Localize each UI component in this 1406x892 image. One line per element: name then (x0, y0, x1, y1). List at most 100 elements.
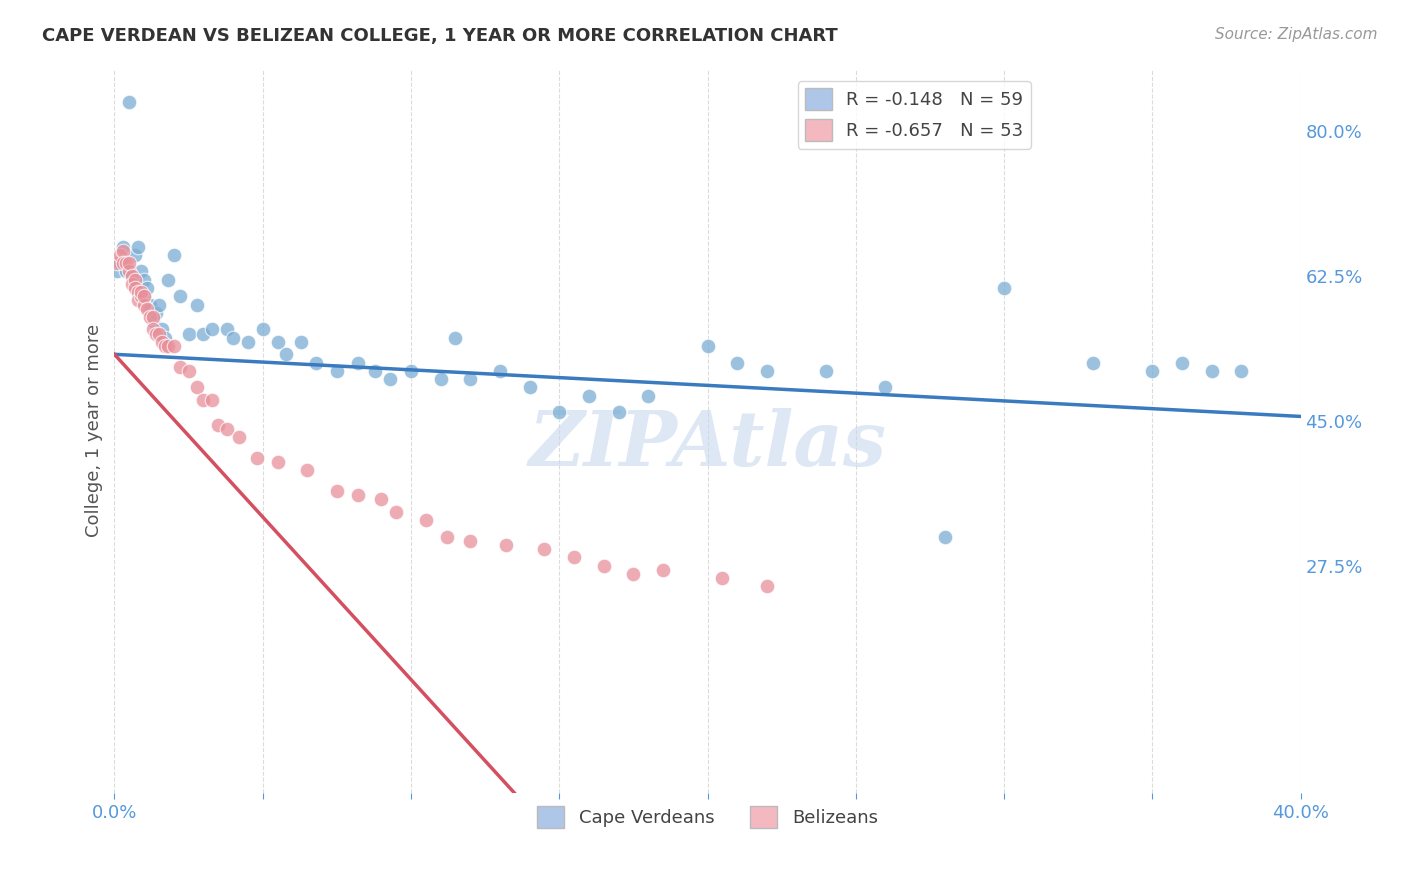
Point (112, 239, 135, 253)
Point (436, 530, 458, 544)
Point (399, 364, 422, 378)
Point (142, 314, 165, 328)
Point (652, 563, 675, 577)
Point (696, 339, 718, 353)
Point (1081, 355, 1104, 369)
Point (124, 273, 146, 287)
Point (163, 248, 186, 262)
Point (127, 239, 149, 253)
Point (145, 306, 167, 320)
Point (217, 422, 239, 436)
Point (121, 277, 143, 291)
Point (875, 380, 897, 394)
Point (276, 347, 298, 361)
Point (142, 310, 165, 324)
Point (132, 289, 155, 303)
Point (228, 430, 250, 444)
Point (156, 339, 179, 353)
Point (153, 339, 176, 353)
Point (148, 326, 170, 341)
Point (592, 558, 614, 573)
Point (201, 392, 224, 407)
Point (578, 389, 600, 403)
Point (533, 541, 555, 556)
Point (725, 355, 748, 369)
Point (115, 256, 138, 270)
Point (346, 488, 368, 502)
Point (326, 483, 349, 498)
Point (124, 281, 146, 295)
Y-axis label: College, 1 year or more: College, 1 year or more (86, 325, 103, 538)
Point (815, 364, 838, 378)
Point (755, 579, 778, 593)
Text: ZIPAtlas: ZIPAtlas (529, 409, 887, 483)
Point (201, 322, 224, 336)
Point (607, 405, 630, 419)
Point (444, 331, 467, 345)
Point (118, 95, 141, 109)
Point (495, 538, 517, 552)
Point (112, 244, 135, 258)
Point (193, 326, 215, 341)
Text: CAPE VERDEAN VS BELIZEAN COLLEGE, 1 YEAR OR MORE CORRELATION CHART: CAPE VERDEAN VS BELIZEAN COLLEGE, 1 YEAR… (42, 27, 838, 45)
Point (711, 571, 734, 585)
Point (139, 297, 162, 311)
Point (129, 264, 152, 278)
Point (326, 364, 349, 378)
Point (1171, 355, 1194, 369)
Point (110, 248, 132, 262)
Point (118, 264, 141, 278)
Point (519, 380, 541, 394)
Point (112, 256, 135, 270)
Point (169, 359, 191, 374)
Point (177, 326, 200, 341)
Point (186, 297, 208, 311)
Point (934, 530, 956, 544)
Point (136, 301, 159, 316)
Point (380, 372, 402, 386)
Point (364, 364, 387, 378)
Point (121, 268, 143, 283)
Point (132, 273, 155, 287)
Point (127, 285, 149, 300)
Point (148, 297, 170, 311)
Point (177, 364, 200, 378)
Point (236, 334, 259, 349)
Point (1230, 364, 1253, 378)
Point (370, 492, 392, 507)
Point (163, 339, 186, 353)
Point (105, 264, 128, 278)
Point (132, 289, 155, 303)
Point (129, 285, 152, 300)
Point (458, 372, 481, 386)
Point (458, 533, 481, 548)
Point (637, 389, 659, 403)
Point (415, 513, 437, 527)
Point (136, 281, 159, 295)
Point (132, 297, 155, 311)
Point (118, 256, 141, 270)
Point (124, 248, 146, 262)
Point (489, 364, 512, 378)
Point (139, 310, 162, 324)
Point (121, 268, 143, 283)
Point (217, 322, 239, 336)
Point (252, 322, 274, 336)
Point (193, 392, 215, 407)
Point (562, 550, 585, 565)
Point (246, 450, 269, 465)
Point (385, 505, 408, 519)
Point (222, 331, 245, 345)
Text: Source: ZipAtlas.com: Source: ZipAtlas.com (1215, 27, 1378, 42)
Point (993, 281, 1015, 295)
Legend: Cape Verdeans, Belizeans: Cape Verdeans, Belizeans (530, 798, 886, 835)
Point (129, 289, 152, 303)
Point (621, 566, 644, 581)
Point (156, 273, 179, 287)
Point (207, 417, 229, 432)
Point (105, 256, 128, 270)
Point (266, 334, 288, 349)
Point (1142, 364, 1164, 378)
Point (305, 355, 328, 369)
Point (150, 322, 173, 336)
